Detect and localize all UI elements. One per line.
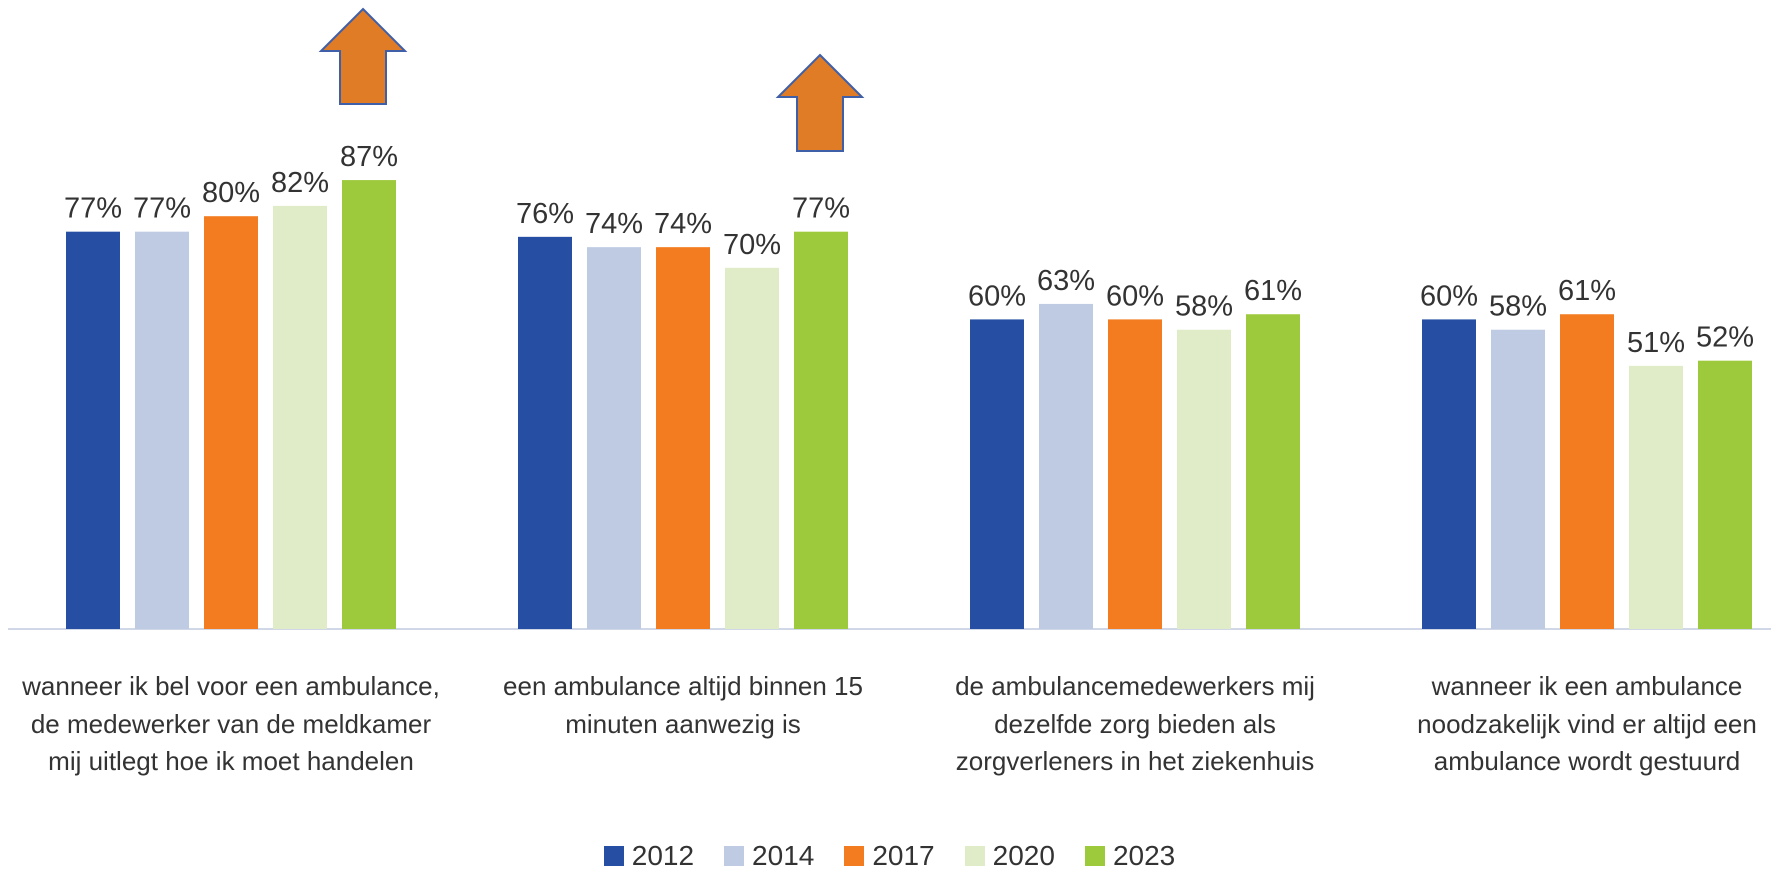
legend-item: 2014: [724, 840, 814, 872]
value-label: 74%: [585, 208, 643, 240]
up-arrow: [318, 7, 408, 105]
value-label: 61%: [1558, 275, 1616, 307]
legend-swatch: [844, 846, 865, 866]
legend-item: 2023: [1084, 840, 1176, 872]
value-label: 80%: [202, 177, 260, 209]
legend-swatch: [724, 846, 745, 866]
legend-swatch: [603, 846, 624, 866]
bar: [656, 247, 710, 629]
bar: [135, 231, 189, 629]
bar: [518, 236, 572, 629]
bar: [1560, 314, 1614, 629]
value-label: 52%: [1696, 322, 1754, 354]
value-label: 76%: [516, 198, 574, 230]
value-label: 60%: [1106, 280, 1164, 312]
value-label: 77%: [64, 193, 122, 225]
value-label: 58%: [1175, 291, 1233, 323]
bar: [204, 216, 258, 629]
value-label: 58%: [1489, 291, 1547, 323]
up-arrow: [775, 53, 865, 152]
bar: [1491, 329, 1545, 629]
bar: [342, 180, 396, 629]
bar: [273, 205, 327, 629]
legend-swatch: [1084, 846, 1105, 866]
bar: [794, 231, 848, 629]
bar: [1698, 360, 1752, 629]
value-label: 77%: [133, 193, 191, 225]
legend-swatch: [964, 846, 985, 866]
category-label: wanneer ik bel voor een ambulance, de me…: [22, 671, 440, 777]
legend-item: 2017: [844, 840, 935, 872]
bar: [1108, 319, 1162, 629]
bar: [725, 267, 779, 629]
bar: [66, 231, 120, 629]
category-label: de ambulancemedewerkers mij dezelfde zor…: [955, 671, 1315, 777]
value-label: 82%: [271, 167, 329, 199]
value-label: 60%: [1420, 280, 1478, 312]
bar: [1177, 329, 1231, 629]
value-label: 70%: [723, 229, 781, 261]
legend-label: 2012: [631, 840, 695, 871]
value-label: 61%: [1244, 275, 1302, 307]
bar: [970, 319, 1024, 629]
value-label: 74%: [654, 208, 712, 240]
legend-item: 2020: [964, 840, 1055, 872]
category-label: een ambulance altijd binnen 15 minuten a…: [503, 671, 863, 739]
value-label: 77%: [792, 193, 850, 225]
legend-item: 2012: [603, 840, 695, 872]
bar: [1629, 365, 1683, 629]
bar: [1246, 314, 1300, 629]
legend-label: 2017: [872, 840, 935, 871]
bar: [1422, 319, 1476, 629]
legend-label: 2014: [752, 840, 815, 871]
category-label: wanneer ik een ambulance noodzakelijk vi…: [1417, 671, 1757, 777]
value-label: 87%: [340, 141, 398, 173]
bar: [1039, 303, 1093, 629]
value-label: 60%: [968, 280, 1026, 312]
legend-label: 2023: [1112, 840, 1176, 871]
value-label: 51%: [1627, 327, 1685, 359]
bar: [587, 247, 641, 629]
value-label: 63%: [1037, 265, 1095, 297]
legend: 2012 2014 2017 2020 2023: [0, 840, 1779, 872]
legend-label: 2020: [992, 840, 1055, 871]
